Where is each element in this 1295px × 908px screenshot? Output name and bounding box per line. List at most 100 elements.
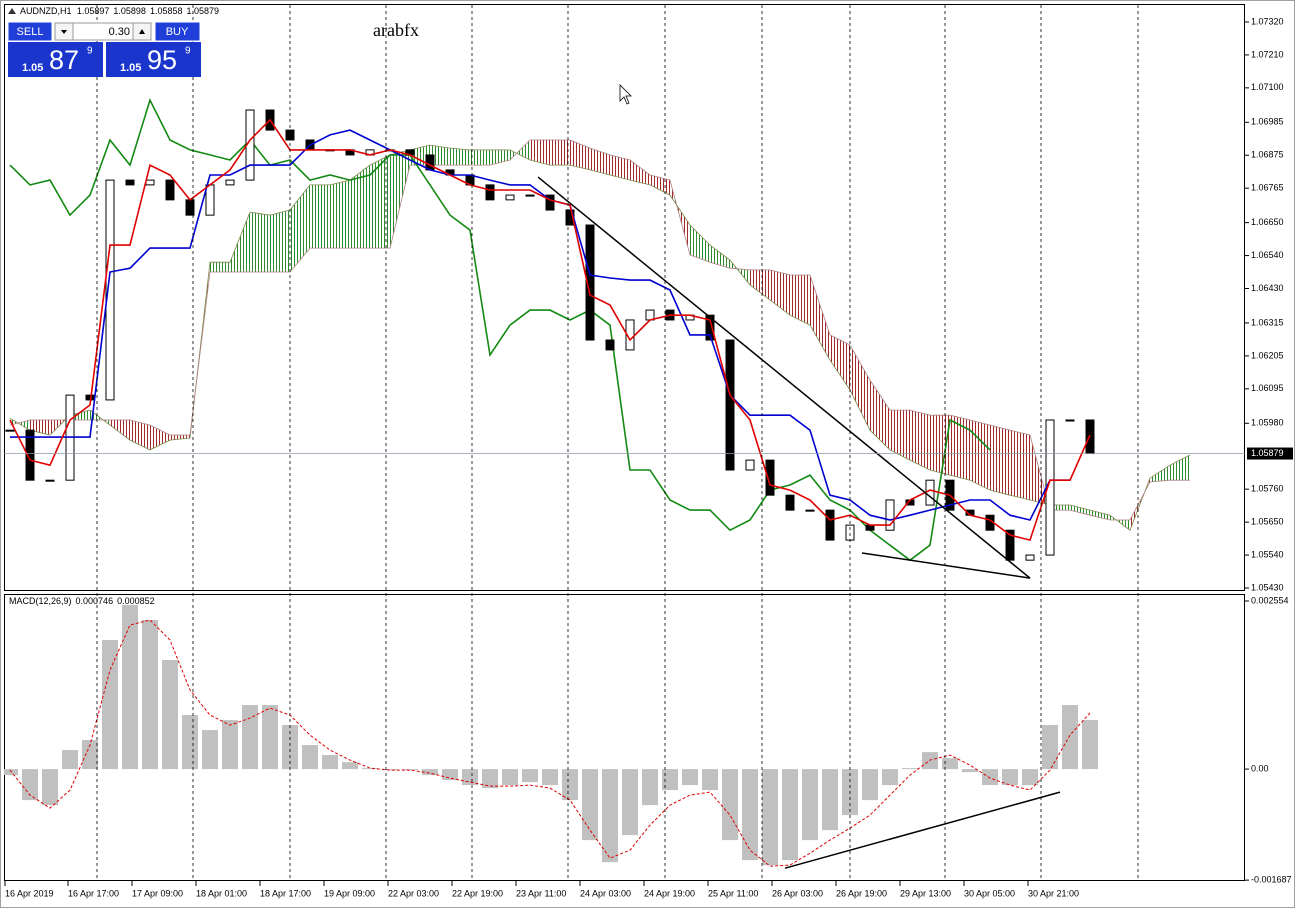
main-layer bbox=[4, 97, 1245, 579]
candle bbox=[525, 194, 535, 197]
x-tick-label: 26 Apr 03:00 bbox=[772, 888, 823, 898]
sell-price-box[interactable] bbox=[8, 42, 103, 77]
buy-button[interactable] bbox=[154, 21, 201, 42]
cloud-segment bbox=[610, 154, 630, 181]
cloud-segment bbox=[830, 334, 850, 391]
macd-bar bbox=[262, 705, 278, 770]
price-label: 1.05879 bbox=[1251, 448, 1284, 458]
macd-pane bbox=[4, 594, 1245, 881]
cloud-segment bbox=[1050, 505, 1070, 511]
y-tick-label: 1.06315 bbox=[1251, 317, 1284, 327]
macd-bar bbox=[402, 769, 418, 771]
trendline bbox=[861, 552, 1031, 579]
macd-bar bbox=[1062, 705, 1078, 770]
macd-bar bbox=[542, 769, 558, 786]
candle bbox=[605, 339, 615, 351]
x-tick-label: 24 Apr 03:00 bbox=[580, 888, 631, 898]
buy-price-box[interactable] bbox=[106, 42, 201, 77]
cloud-segment bbox=[970, 419, 990, 491]
cloud-segment bbox=[770, 269, 790, 316]
y-tick-label: 0.002554 bbox=[1251, 595, 1289, 605]
candle bbox=[825, 509, 835, 541]
cloud-segment bbox=[1090, 510, 1110, 521]
macd-bar bbox=[502, 769, 518, 786]
candle bbox=[485, 184, 495, 201]
macd-bar bbox=[362, 768, 378, 770]
macd-bar bbox=[582, 769, 598, 841]
macd-bar bbox=[162, 660, 178, 770]
buy-label[interactable]: BUY bbox=[166, 26, 189, 38]
x-tick-label: 18 Apr 17:00 bbox=[260, 888, 311, 898]
bar-open: 1.05897 bbox=[77, 6, 110, 16]
macd-bar bbox=[562, 769, 578, 801]
cloud-segment bbox=[1150, 465, 1170, 482]
macd-bar bbox=[422, 769, 438, 776]
lot-size[interactable]: 0.30 bbox=[109, 26, 130, 38]
candle bbox=[805, 509, 815, 512]
symbol: AUDNZD,H1 bbox=[20, 6, 71, 16]
sell-price-point: 9 bbox=[87, 46, 93, 57]
macd-bar bbox=[1082, 719, 1098, 770]
macd-bar bbox=[482, 769, 498, 789]
macd-bar bbox=[742, 769, 758, 861]
macd-bar bbox=[762, 769, 778, 866]
candle bbox=[1025, 554, 1035, 561]
cloud-segment bbox=[150, 425, 170, 450]
macd-layer bbox=[4, 604, 1098, 869]
cloud-segment bbox=[230, 212, 250, 273]
macd-value: 0.000746 bbox=[76, 596, 114, 606]
macd-bar bbox=[882, 769, 898, 786]
sell-label[interactable]: SELL bbox=[17, 26, 44, 38]
candle bbox=[1065, 419, 1075, 422]
sell-button[interactable] bbox=[7, 21, 53, 42]
main-pane bbox=[4, 4, 1245, 591]
cloud-segment bbox=[590, 148, 610, 176]
candle bbox=[885, 499, 895, 531]
sell-price-prefix: 1.05 bbox=[22, 62, 43, 74]
cloud-segment bbox=[270, 210, 290, 273]
macd-bar bbox=[382, 769, 398, 771]
macd-bar bbox=[322, 755, 338, 770]
cloud-segment bbox=[450, 148, 470, 166]
macd-bar bbox=[802, 769, 818, 841]
cloud-segment bbox=[110, 419, 130, 441]
macd-bar bbox=[222, 720, 238, 770]
cloud-segment bbox=[210, 262, 230, 273]
cloud-segment bbox=[530, 139, 550, 166]
macd-bar bbox=[682, 769, 698, 786]
macd-bar bbox=[102, 640, 118, 770]
cloud-segment bbox=[870, 380, 890, 450]
x-tick-label: 29 Apr 13:00 bbox=[900, 888, 951, 898]
y-tick-label: 1.07320 bbox=[1251, 16, 1284, 26]
x-tick-label: 23 Apr 11:00 bbox=[516, 888, 566, 898]
dropdown-arrow bbox=[61, 30, 67, 34]
cloud-segment bbox=[390, 149, 410, 249]
y-tick-label: 1.05430 bbox=[1251, 582, 1284, 592]
watermark: arabfx bbox=[373, 20, 419, 40]
cloud-segment bbox=[850, 345, 870, 431]
cloud-segment bbox=[990, 425, 1010, 496]
macd-bar bbox=[702, 769, 718, 791]
x-tick-label: 16 Apr 2019 bbox=[5, 888, 54, 898]
cloud-segment bbox=[710, 245, 730, 269]
x-tick-label: 24 Apr 19:00 bbox=[644, 888, 695, 898]
macd-bar bbox=[442, 769, 458, 781]
x-tick-label: 18 Apr 01:00 bbox=[196, 888, 247, 898]
signal-line bbox=[9, 619, 1091, 867]
macd-bar bbox=[42, 769, 58, 806]
candle bbox=[45, 479, 55, 482]
macd-bar bbox=[622, 769, 638, 836]
macd-bar bbox=[242, 705, 258, 770]
x-tick-label: 30 Apr 21:00 bbox=[1028, 888, 1079, 898]
trendline bbox=[537, 176, 1031, 579]
macd-bar bbox=[22, 769, 38, 801]
y-tick-label: 1.06650 bbox=[1251, 217, 1284, 227]
cloud-segment bbox=[550, 139, 570, 166]
macd-bar bbox=[122, 604, 138, 770]
y-tick-label: 1.06985 bbox=[1251, 117, 1284, 127]
x-tick-label: 22 Apr 03:00 bbox=[388, 888, 439, 898]
x-tick-label: 22 Apr 19:00 bbox=[452, 888, 503, 898]
macd-bar bbox=[82, 740, 98, 770]
y-tick-label: 1.06430 bbox=[1251, 283, 1284, 293]
x-tick-label: 16 Apr 17:00 bbox=[68, 888, 119, 898]
